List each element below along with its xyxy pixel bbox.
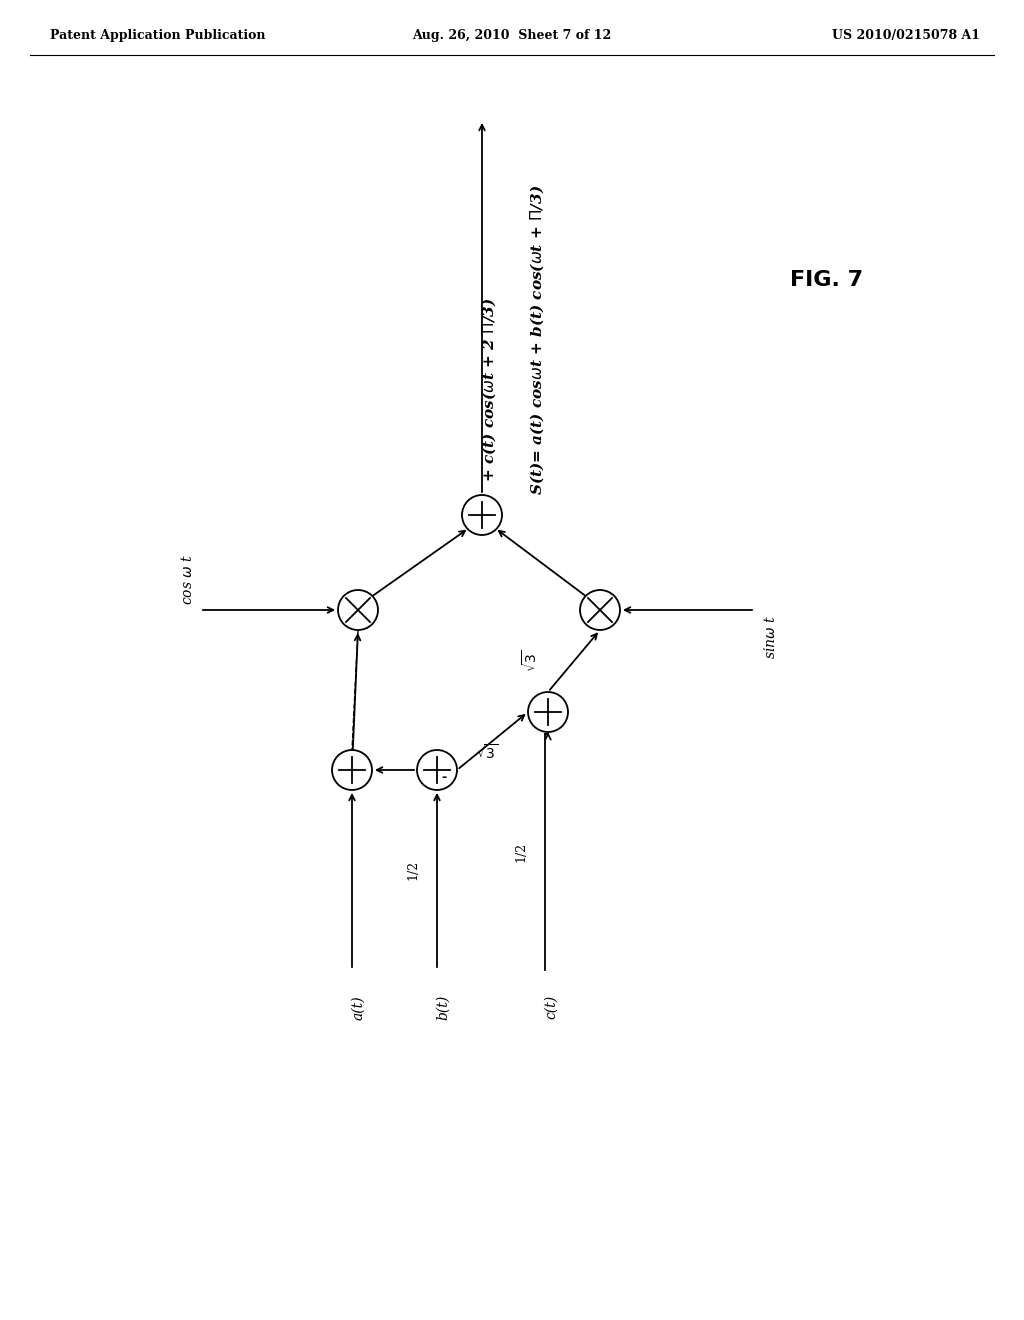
- Text: sin$\omega$ t: sin$\omega$ t: [763, 615, 778, 659]
- Text: S(t)= a(t) cos$\omega$t + b(t) cos($\omega$t + $\Pi$/3): S(t)= a(t) cos$\omega$t + b(t) cos($\ome…: [528, 185, 546, 495]
- Text: c(t): c(t): [544, 995, 558, 1019]
- Text: Patent Application Publication: Patent Application Publication: [50, 29, 265, 41]
- Text: + c(t) cos($\omega$t + 2 $\Pi$/3): + c(t) cos($\omega$t + 2 $\Pi$/3): [480, 298, 498, 482]
- Text: $\sqrt{3}$: $\sqrt{3}$: [476, 743, 499, 762]
- Circle shape: [332, 750, 372, 789]
- Text: a(t): a(t): [351, 995, 365, 1019]
- Circle shape: [580, 590, 620, 630]
- Text: $\sqrt{3}$: $\sqrt{3}$: [521, 649, 540, 672]
- Circle shape: [462, 495, 502, 535]
- Text: FIG. 7: FIG. 7: [790, 271, 863, 290]
- Text: US 2010/0215078 A1: US 2010/0215078 A1: [833, 29, 980, 41]
- Circle shape: [528, 692, 568, 733]
- Circle shape: [417, 750, 457, 789]
- Circle shape: [338, 590, 378, 630]
- Text: b(t): b(t): [436, 995, 450, 1020]
- Text: Aug. 26, 2010  Sheet 7 of 12: Aug. 26, 2010 Sheet 7 of 12: [413, 29, 611, 41]
- Text: 1/2: 1/2: [406, 859, 419, 880]
- Text: cos $\omega$ t: cos $\omega$ t: [180, 553, 195, 605]
- Text: -: -: [441, 771, 446, 784]
- Text: 1/2: 1/2: [514, 842, 527, 862]
